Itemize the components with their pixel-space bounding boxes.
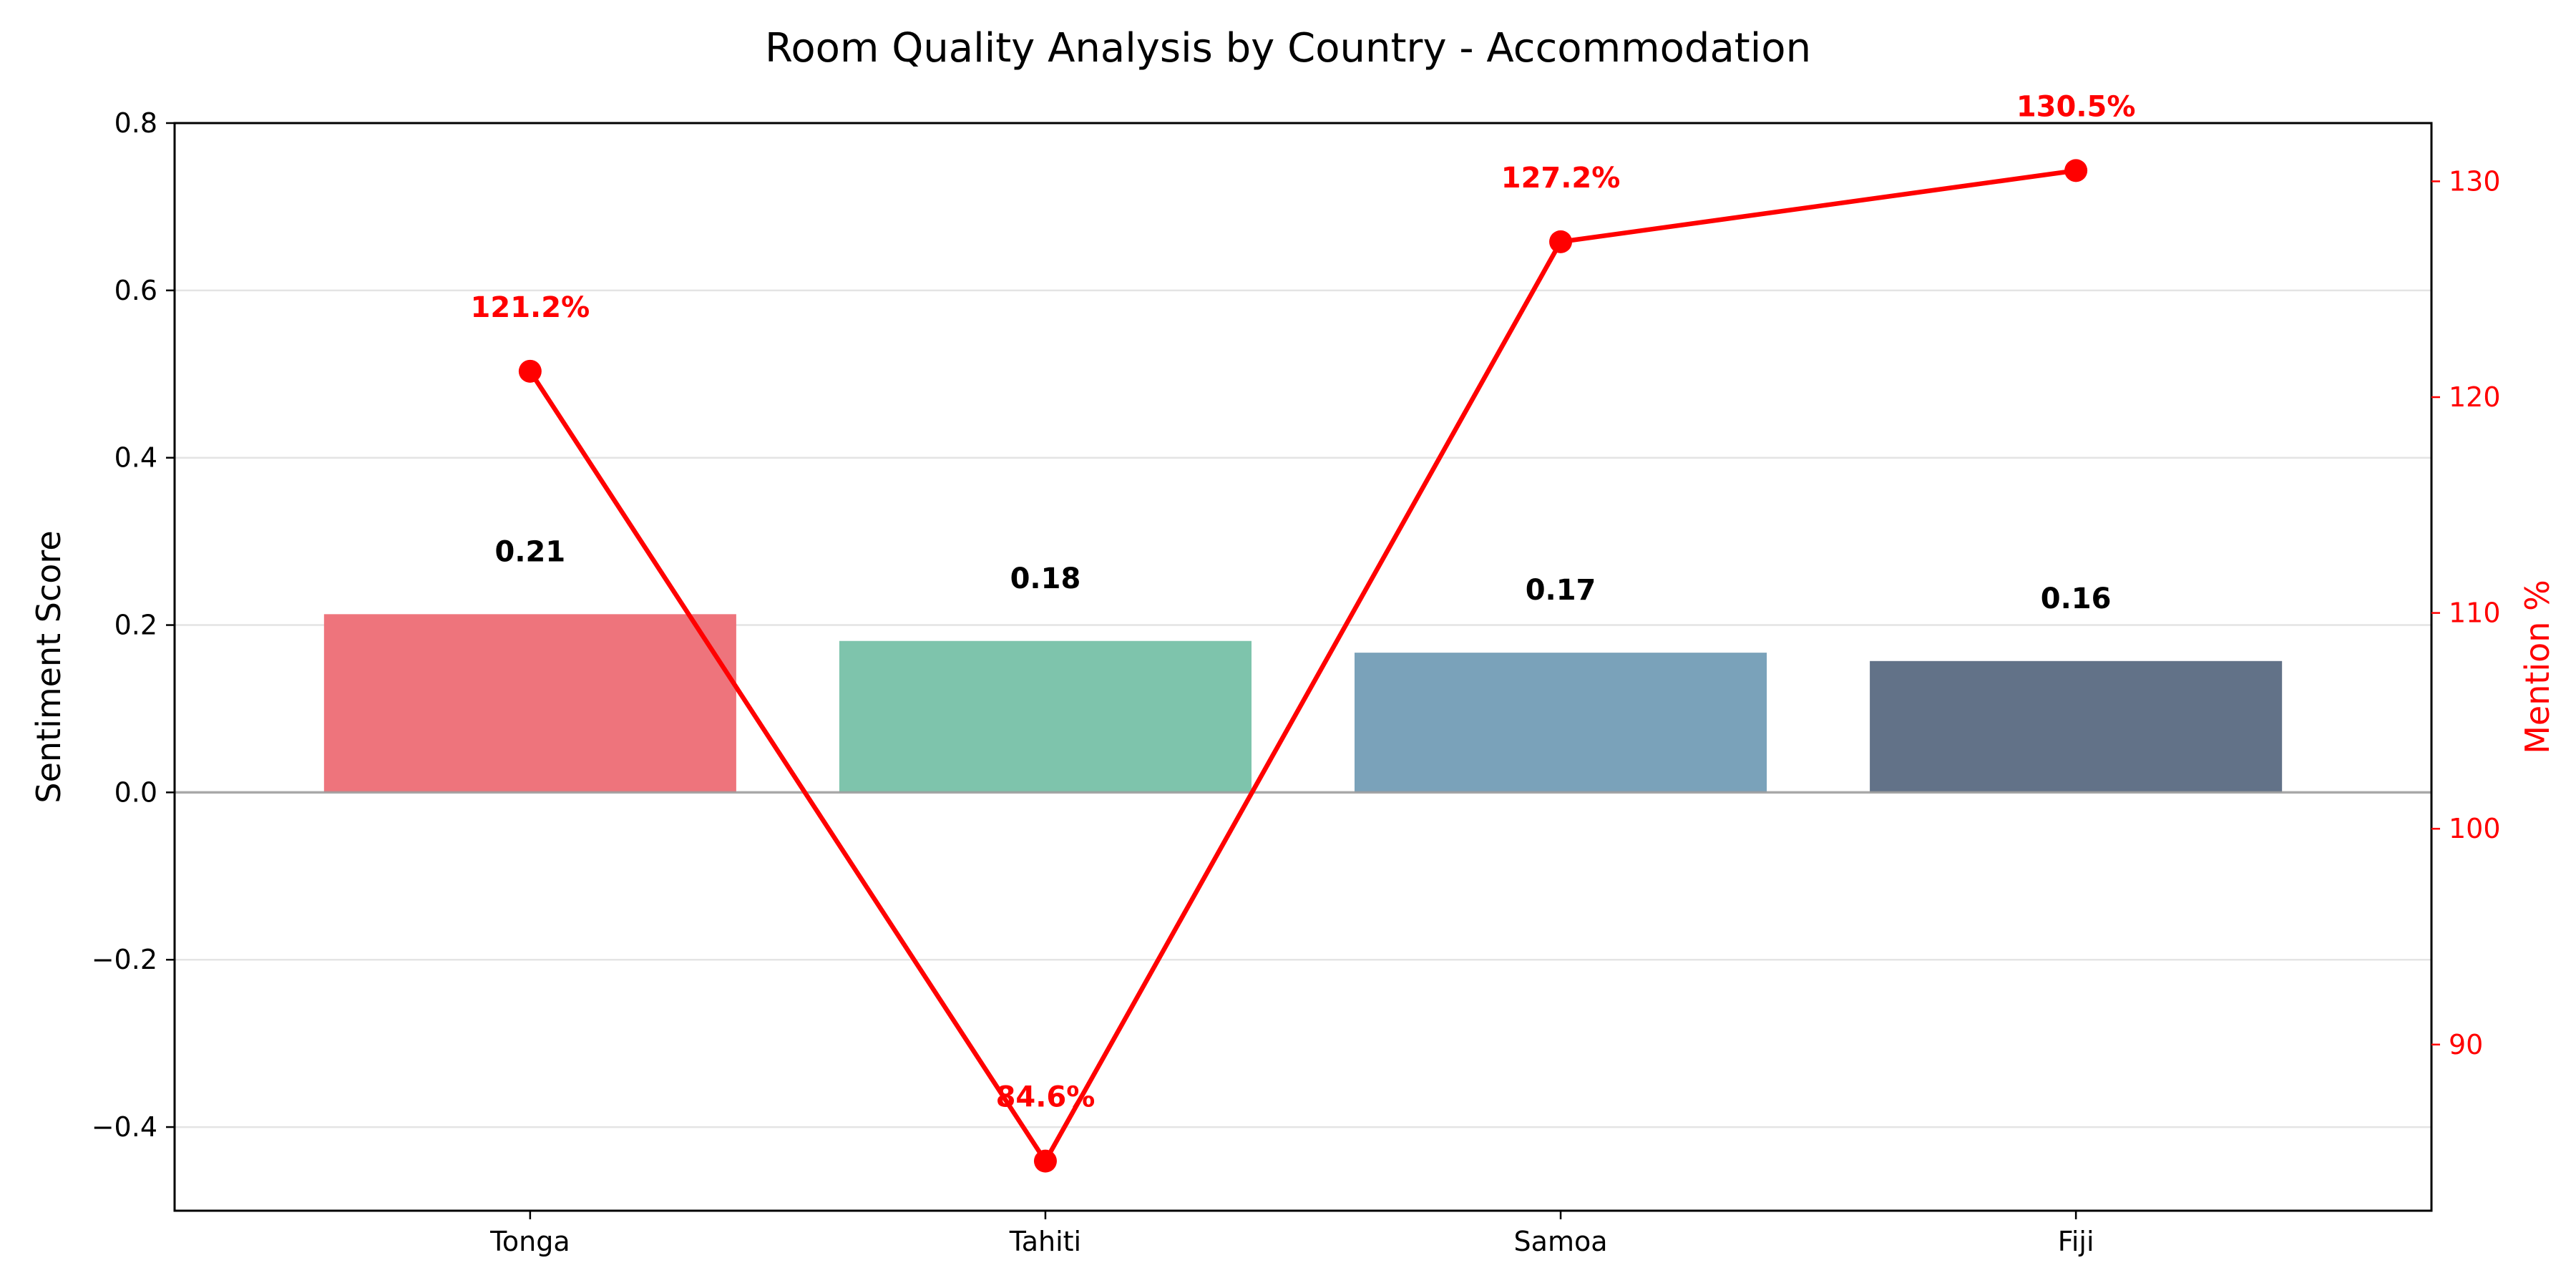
bar-samoa	[1355, 653, 1767, 793]
mention-point-samoa	[1549, 230, 1573, 253]
y-tick-label-right: 90	[2449, 1029, 2483, 1060]
bar-value-label-fiji: 0.16	[2041, 582, 2112, 615]
chart-title: Room Quality Analysis by Country - Accom…	[765, 25, 1811, 72]
x-tick-label-tonga: Tonga	[489, 1226, 570, 1257]
bar-value-label-tonga: 0.21	[495, 535, 566, 568]
mention-point-fiji	[2064, 159, 2088, 182]
bar-tahiti	[839, 640, 1252, 793]
axes: −0.4 −0.2 0.0 0.2 0.4 0.6 0.8 90 100 110 120 130 Ton…	[92, 107, 2501, 1257]
mention-value-label-fiji: 130.5%	[2016, 90, 2136, 123]
mention-value-label-tonga: 121.2%	[471, 291, 590, 324]
data-labels: 0.21 0.18 0.17 0.16 121.2% 84.6% 127.2% 130.5%	[471, 90, 2136, 1113]
bar-series	[323, 614, 2283, 793]
mention-line-series	[518, 159, 2088, 1173]
y-tick-label-left: −0.2	[92, 944, 157, 975]
x-tick-label-fiji: Fiji	[2058, 1226, 2094, 1257]
y-axis-label-left: Sentiment Score	[29, 530, 68, 803]
y-axis-label-right: Mention %	[2518, 580, 2557, 754]
bar-value-label-tahiti: 0.18	[1010, 562, 1081, 595]
y-tick-label-left: 0.4	[114, 442, 157, 474]
y-tick-label-left: −0.4	[92, 1111, 157, 1143]
mention-line	[528, 168, 2077, 1163]
y-tick-label-left: 0.0	[114, 776, 157, 808]
x-tick-label-samoa: Samoa	[1514, 1226, 1608, 1257]
bar-value-label-samoa: 0.17	[1526, 574, 1596, 607]
x-tick-label-tahiti: Tahiti	[1009, 1226, 1081, 1257]
bar-fiji	[1870, 660, 2283, 793]
y-tick-label-right: 130	[2449, 165, 2501, 197]
y-tick-label-left: 0.6	[114, 275, 157, 306]
mention-value-label-samoa: 127.2%	[1501, 162, 1621, 195]
y-tick-label-right: 110	[2449, 597, 2501, 629]
y-tick-label-left: 0.2	[114, 610, 157, 641]
y-tick-label-right: 120	[2449, 381, 2501, 413]
bar-tonga	[323, 614, 736, 793]
plot-frame	[173, 122, 2433, 1212]
y-tick-label-left: 0.8	[114, 107, 157, 139]
mention-point-tahiti	[1033, 1149, 1057, 1173]
mention-point-tonga	[518, 359, 542, 383]
y-tick-label-right: 100	[2449, 813, 2501, 844]
mention-value-label-tahiti: 84.6%	[996, 1081, 1096, 1114]
